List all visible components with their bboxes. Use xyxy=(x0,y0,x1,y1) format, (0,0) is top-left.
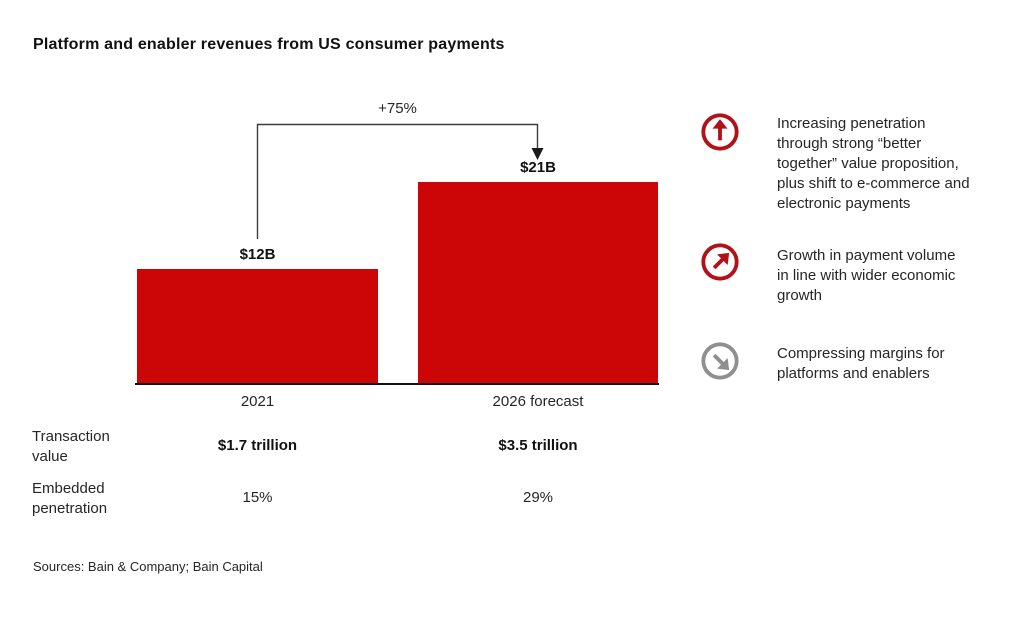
insight-item-increasing-penetration: Increasing penetration through strong “b… xyxy=(700,112,990,214)
x-axis-baseline xyxy=(135,383,659,385)
x-axis-label-2026: 2026 forecast xyxy=(492,393,584,410)
growth-annotation: +75% xyxy=(378,100,417,117)
insight-text: Compressing margins for platforms and en… xyxy=(777,345,945,382)
table-cell-penetration-2026: 29% xyxy=(522,489,554,506)
circle-arrow-up-icon xyxy=(701,113,739,151)
insight-text: Growth in payment volume in line with wi… xyxy=(777,247,956,304)
insight-item-payment-volume-growth: Growth in payment volume in line with wi… xyxy=(700,242,990,306)
table-cell-transaction-2021: $1.7 trillion xyxy=(217,437,298,454)
table-row-label-transaction-value: Transaction value xyxy=(32,428,110,465)
table-cell-transaction-2026: $3.5 trillion xyxy=(498,437,578,454)
bar-group-2026: $21B xyxy=(418,159,658,384)
table-cell-penetration-2021: 15% xyxy=(242,489,273,506)
page-title: Platform and enabler revenues from US co… xyxy=(33,36,505,53)
bar-group-2021: $12B xyxy=(137,246,378,384)
bar-value-label-2026: $21B xyxy=(520,159,556,176)
circle-arrow-up-right-icon xyxy=(701,243,739,281)
insight-text: Increasing penetration through strong “b… xyxy=(777,115,970,212)
table-row-label-embedded-penetration: Embedded penetration xyxy=(32,480,108,517)
circle-arrow-down-right-icon xyxy=(701,342,739,380)
bar-value-label-2021: $12B xyxy=(239,246,276,263)
insight-item-compressing-margins: Compressing margins for platforms and en… xyxy=(700,341,990,384)
revenue-bar-2021 xyxy=(137,269,378,384)
x-axis-label-2021: 2021 xyxy=(240,393,275,410)
sources-note: Sources: Bain & Company; Bain Capital xyxy=(33,559,263,574)
revenue-bar-2026 xyxy=(418,182,658,384)
